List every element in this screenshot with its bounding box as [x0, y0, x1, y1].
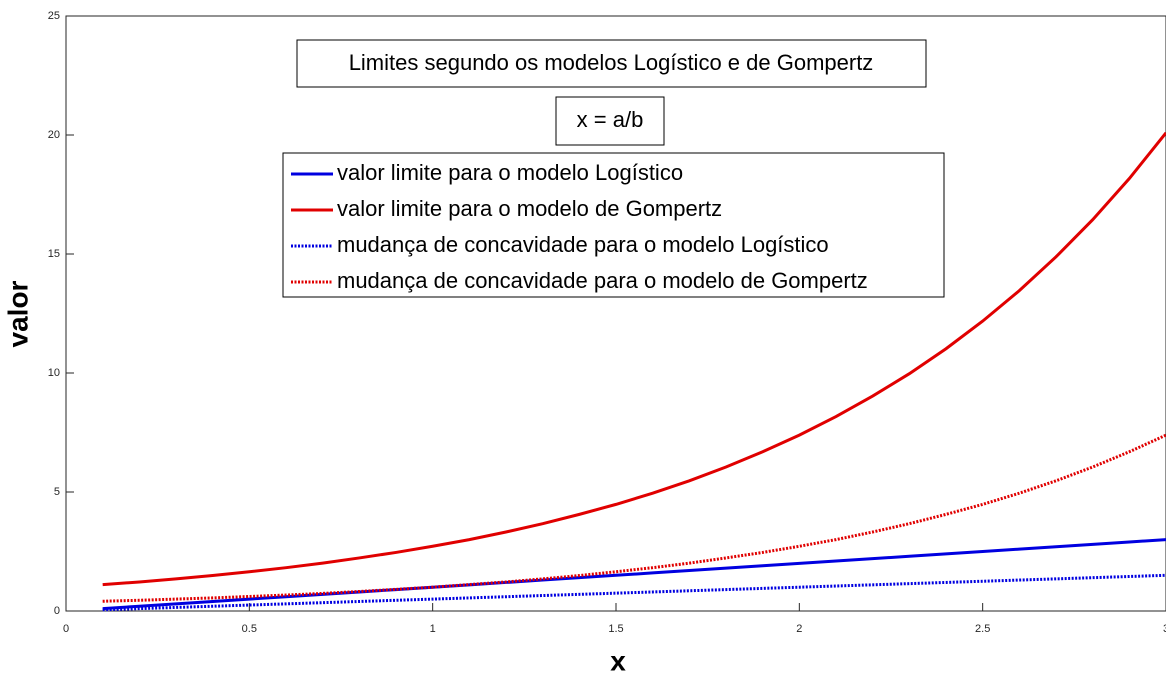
series-line: [102, 131, 1166, 587]
annotation-box: [555, 96, 665, 146]
legend-label: valor limite para o modelo Logístico: [337, 160, 683, 185]
series-line: [102, 538, 1166, 611]
x-tick-label: 0.5: [242, 623, 257, 635]
x-tick-label: 0: [63, 623, 69, 635]
legend-label: mudança de concavidade para o modelo Log…: [337, 232, 829, 257]
series-line: [102, 433, 1166, 603]
x-tick-label: 3: [1163, 623, 1166, 635]
y-tick-label: 25: [48, 10, 60, 22]
legend-box: [282, 152, 945, 298]
legend-label: mudança de concavidade para o modelo de …: [337, 268, 868, 293]
y-tick-label: 5: [54, 486, 60, 498]
y-tick-label: 20: [48, 129, 60, 141]
y-tick-label: 10: [48, 367, 60, 379]
x-axis-label: x: [610, 645, 626, 675]
y-tick-label: 15: [48, 248, 60, 260]
y-tick-label: 0: [54, 605, 60, 617]
annotation: Limites segundo os modelos Logístico e d…: [349, 50, 874, 75]
y-axis-label: valor: [2, 280, 33, 347]
series-line: [102, 573, 1166, 612]
x-tick-label: 1: [430, 623, 436, 635]
x-tick-label: 2: [796, 623, 802, 635]
annotation: x = a/b: [577, 107, 644, 132]
x-tick-label: 2.5: [975, 623, 990, 635]
legend-label: valor limite para o modelo de Gompertz: [337, 196, 722, 221]
annotation-box: [296, 39, 927, 88]
x-tick-label: 1.5: [608, 623, 623, 635]
